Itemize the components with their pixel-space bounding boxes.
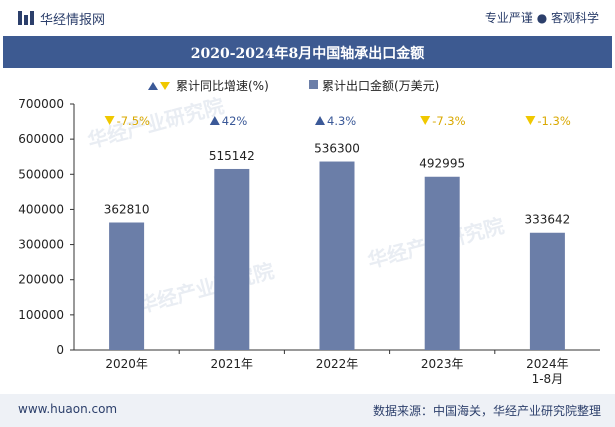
growth-down-icon [420,116,431,125]
bar [109,222,145,350]
y-tick-label: 500000 [18,167,64,181]
chart-area: 华经产业研究院华经产业研究院华经产业研究院 累计同比增速(%) 累计出口金额(万… [18,78,600,386]
bar-value-label: 536300 [314,142,360,156]
y-tick-label: 700000 [18,97,64,111]
y-tick-label: 300000 [18,238,64,252]
site-name: 华经情报网 [40,13,106,28]
logo-icon [18,11,34,25]
legend-export: 累计出口金额(万美元) [309,78,439,93]
x-tick-label: 2023年 [421,357,464,371]
y-tick-label: 0 [56,343,64,357]
legend-growth: 累计同比增速(%) [148,79,269,93]
x-tick-label: 1-8月 [532,372,564,386]
x-tick-label: 2021年 [211,357,254,371]
bar [319,161,355,350]
legend: 累计同比增速(%) 累计出口金额(万美元) [148,78,439,93]
y-tick-label: 600000 [18,132,64,146]
bar-value-label: 515142 [209,149,255,163]
legend-down-triangle-icon [160,82,170,90]
y-tick-label: 100000 [18,308,64,322]
axes: 0 100000 200000 300000 400000 500000 600000 700… [18,97,600,386]
watermark-text: 华经产业研究院 [85,93,226,152]
legend-bar-swatch-icon [309,80,318,89]
bar-value-label: 362810 [104,202,150,216]
growth-down-icon [104,116,115,125]
bar [214,168,250,350]
x-tick-label: 2022年 [316,357,359,371]
watermark-text: 华经产业研究院 [135,258,276,317]
growth-up-icon [209,116,220,125]
top-bar: 华经情报网 专业严谨 ● 客观科学 [0,0,615,36]
growth-label: 4.3% [327,114,356,128]
footer: www.huaon.com 数据来源：中国海关，华经产业研究院整理 [0,394,615,427]
growth-up-icon [315,116,325,125]
title-bar: 2020-2024年8月中国轴承出口金额 [3,36,612,68]
y-tick-label: 200000 [18,273,64,287]
legend-up-triangle-icon [148,82,158,90]
growth-label: 42% [222,114,248,128]
slogan: 专业严谨 ● 客观科学 [484,11,599,25]
footer-url: www.huaon.com [18,402,118,416]
bars [109,161,565,350]
x-tick-label: 2024年 [526,357,569,371]
growth-label: -7.3% [432,114,465,128]
chart-title: 2020-2024年8月中国轴承出口金额 [190,46,425,62]
growth-label: -7.5% [117,114,150,128]
y-tick-label: 400000 [18,202,64,216]
bar [529,232,565,350]
legend-export-label: 累计出口金额(万美元) [322,78,439,93]
bar-value-label: 492995 [419,157,465,171]
bar-value-label: 333642 [524,213,570,227]
growth-label: -1.3% [537,114,570,128]
x-tick-label: 2020年 [105,357,148,371]
bar [424,176,460,350]
growth-down-icon [525,116,536,125]
legend-growth-label: 累计同比增速(%) [176,79,269,93]
data-labels: 362810 -7.5% 515142 42% 536300 4.3% 492995 -7.3… [104,114,571,227]
footer-source: 数据来源：中国海关，华经产业研究院整理 [372,404,601,418]
